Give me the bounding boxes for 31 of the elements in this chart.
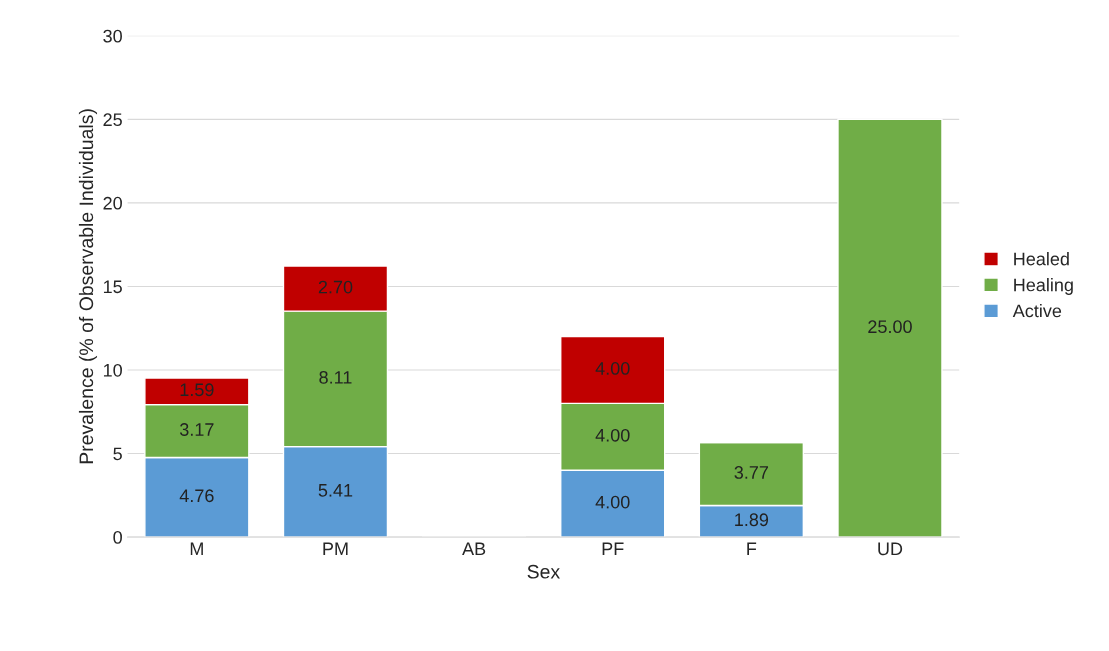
y-tick-label: 20 (103, 196, 122, 210)
y-tick-label: 10 (103, 363, 122, 377)
data-label: 4.00 (595, 428, 630, 442)
data-label: 4.76 (179, 489, 214, 503)
y-tick-label: 15 (103, 280, 122, 294)
bar (837, 118, 943, 538)
y-tick-label: 30 (103, 29, 122, 43)
x-tick-label: PF (602, 542, 624, 556)
x-axis-title: Sex (527, 564, 560, 579)
data-label: 5.41 (318, 484, 353, 497)
data-label: 8.11 (319, 370, 352, 384)
data-label: 4.00 (595, 495, 630, 509)
data-label: 4.00 (595, 362, 630, 375)
x-tick-label: AB (462, 542, 486, 556)
data-label: 1.89 (735, 513, 769, 527)
x-tick-label: M (190, 542, 203, 556)
x-tick-label: PM (323, 542, 348, 556)
y-tick-label: 5 (113, 447, 122, 461)
data-label: 1.59 (180, 383, 214, 397)
data-label: 3.17 (179, 423, 214, 436)
y-tick-label: 25 (103, 113, 122, 127)
x-tick-label: F (747, 542, 757, 556)
data-label: 3.77 (734, 466, 769, 479)
y-axis-title: Prevalence (% of Observable Individuals) (78, 109, 98, 464)
legend-label: Healing (1014, 278, 1073, 295)
legend-label: Healed (1014, 252, 1069, 266)
legend-label: Active (1012, 304, 1062, 318)
data-label: 25.00 (868, 320, 912, 334)
data-label: 2.70 (318, 280, 353, 294)
y-tick-label: 0 (113, 531, 122, 544)
x-tick-label: UD (878, 542, 903, 556)
